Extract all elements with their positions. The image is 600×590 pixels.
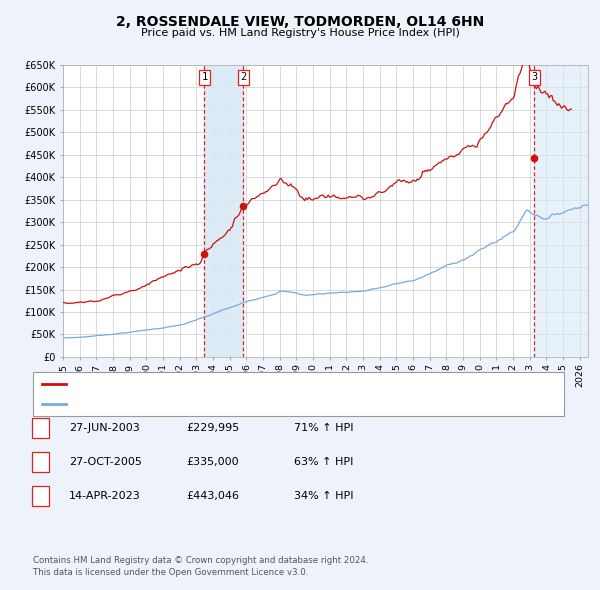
Text: £443,046: £443,046: [186, 491, 239, 501]
Text: Price paid vs. HM Land Registry's House Price Index (HPI): Price paid vs. HM Land Registry's House …: [140, 28, 460, 38]
Text: Contains HM Land Registry data © Crown copyright and database right 2024.
This d: Contains HM Land Registry data © Crown c…: [33, 556, 368, 576]
Text: 71% ↑ HPI: 71% ↑ HPI: [294, 423, 353, 432]
Text: 27-OCT-2005: 27-OCT-2005: [69, 457, 142, 467]
Text: 34% ↑ HPI: 34% ↑ HPI: [294, 491, 353, 501]
Text: £229,995: £229,995: [186, 423, 239, 432]
Bar: [205, 65, 244, 357]
Bar: [535, 65, 588, 357]
Text: HPI: Average price, detached house, Calderdale: HPI: Average price, detached house, Cald…: [71, 399, 309, 408]
Text: 14-APR-2023: 14-APR-2023: [69, 491, 141, 501]
Text: 3: 3: [37, 491, 44, 501]
Text: 1: 1: [37, 423, 44, 432]
Text: 2: 2: [37, 457, 44, 467]
Text: 1: 1: [202, 72, 208, 82]
Text: 63% ↑ HPI: 63% ↑ HPI: [294, 457, 353, 467]
Text: 27-JUN-2003: 27-JUN-2003: [69, 423, 140, 432]
Text: £335,000: £335,000: [186, 457, 239, 467]
Text: 2, ROSSENDALE VIEW, TODMORDEN, OL14 6HN: 2, ROSSENDALE VIEW, TODMORDEN, OL14 6HN: [116, 15, 484, 29]
Text: 2: 2: [240, 72, 247, 82]
Text: 3: 3: [531, 72, 538, 82]
Text: 2, ROSSENDALE VIEW, TODMORDEN, OL14 6HN (detached house): 2, ROSSENDALE VIEW, TODMORDEN, OL14 6HN …: [71, 379, 400, 389]
